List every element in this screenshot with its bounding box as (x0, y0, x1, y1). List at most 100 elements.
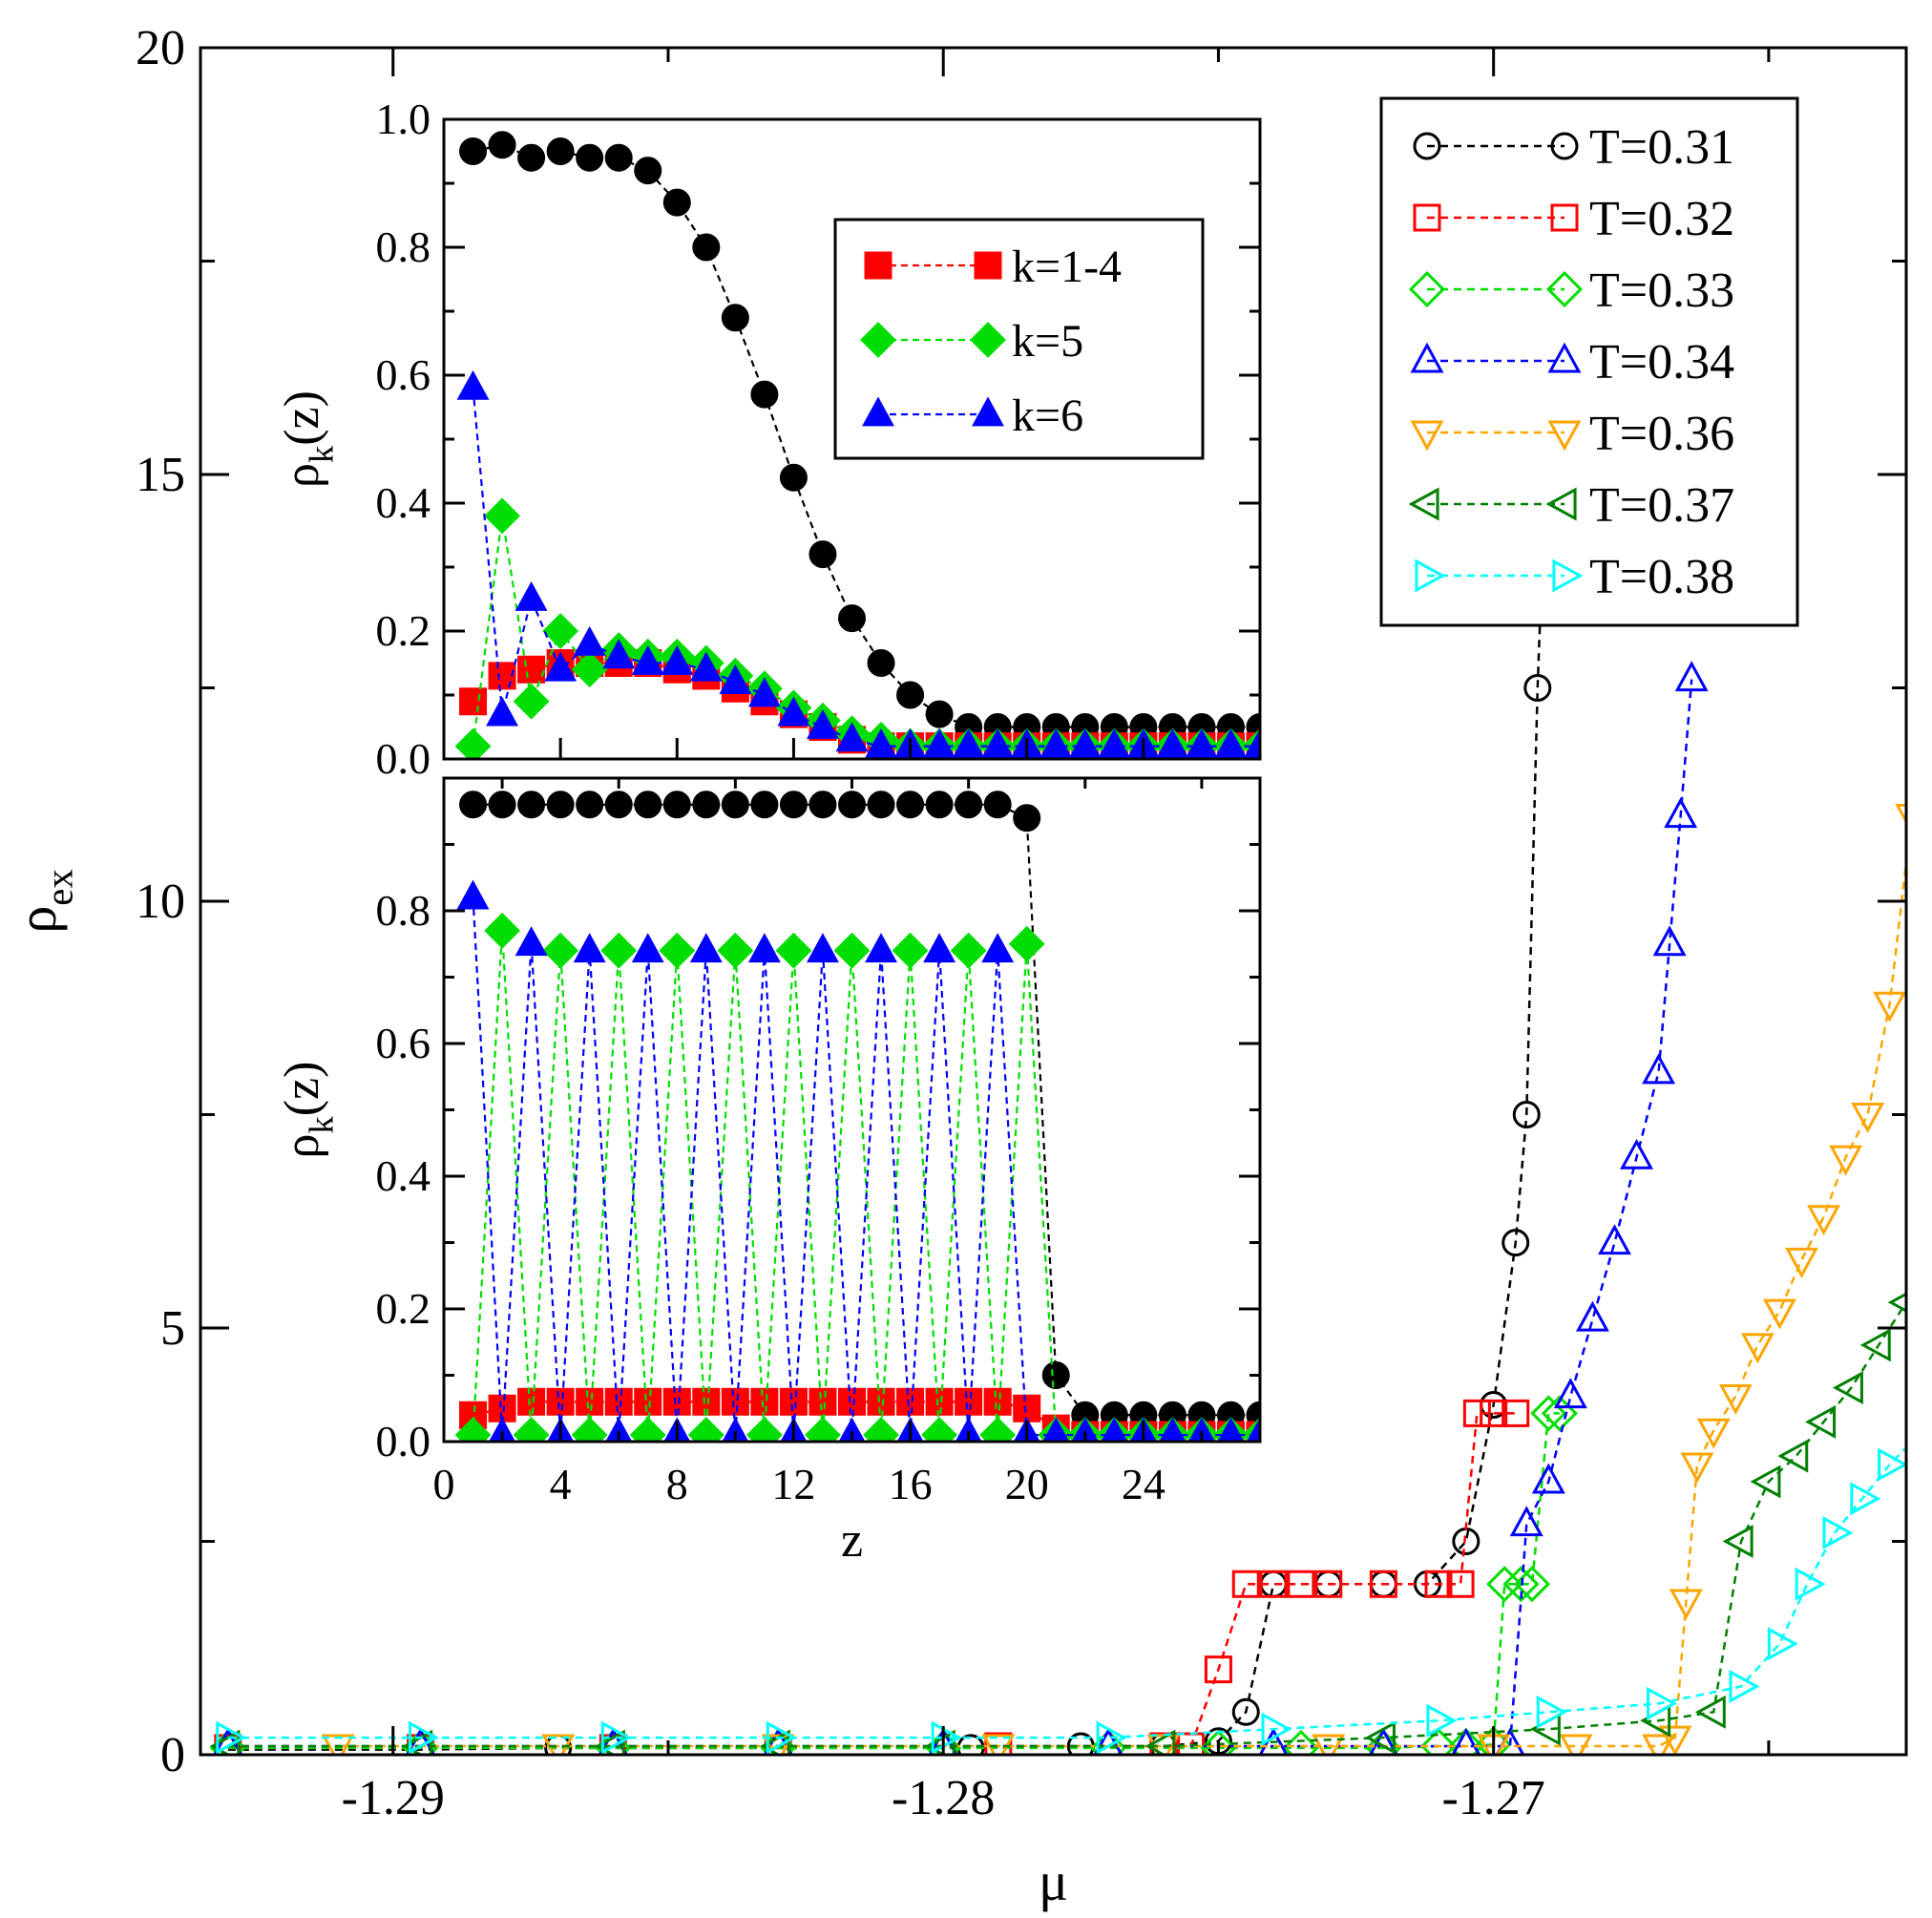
inset-bottom-point-0-9 (721, 790, 749, 819)
main-point-4-14 (1740, 1333, 1774, 1364)
inset-top-point-3-12 (807, 708, 839, 739)
inset-bottom-point-2-12 (805, 1417, 841, 1442)
inset-bottom-point-2-15 (892, 932, 929, 969)
inset-top-series-line-2 (472, 516, 1260, 748)
inset-bottom-point-1-19 (1013, 1394, 1041, 1423)
inset-bottom-xtick-label-3: 12 (771, 1460, 815, 1508)
inset-top-series-line-0 (472, 143, 1260, 728)
main-point-5-17 (1919, 1237, 1932, 1266)
inset-bottom-point-2-14 (863, 1417, 899, 1442)
main-legend-marker-start-6 (1415, 559, 1446, 593)
inset-bottom-point-0-10 (750, 790, 779, 819)
main-y-axis-title-sub: ex (37, 869, 80, 905)
main-xtick-label-1: -1.28 (892, 1771, 995, 1825)
inset-bottom-point-2-18 (979, 1417, 1017, 1442)
main-legend-marker-end-4 (1547, 420, 1582, 452)
main-legend-marker-end-5 (1545, 487, 1577, 521)
inset-bottom-point-3-14 (865, 933, 897, 963)
inset-top-ytick-label-4: 0.8 (376, 222, 431, 271)
inset-bottom-xtick-label-6: 24 (1122, 1460, 1166, 1508)
inset-bottom-point-1-10 (750, 1387, 779, 1416)
main-point-1-8 (1231, 1570, 1260, 1598)
main-point-3-19 (1674, 661, 1709, 692)
inset-top-point-2-2 (513, 683, 550, 720)
inset-bottom-y-axis-title-sub: k (303, 1115, 341, 1133)
inset-bottom-point-0-7 (662, 790, 691, 819)
main-point-1-4 (984, 1732, 1013, 1755)
inset-top-legend-marker-start-0 (864, 251, 892, 280)
main-point-3-12 (1553, 1378, 1587, 1409)
inset-bottom-series-line-0 (472, 803, 1260, 1417)
main-point-1-11 (1314, 1570, 1343, 1598)
inset-top-point-0-2 (517, 143, 546, 172)
main-point-4-17 (1807, 1205, 1841, 1236)
main-legend-marker-end-3 (1547, 342, 1582, 373)
main-point-4-1 (541, 1734, 576, 1755)
main-legend-label-1: T=0.32 (1589, 192, 1734, 246)
inset-bottom-point-1-5 (604, 1387, 633, 1416)
main-y-axis-title: ρex (6, 869, 80, 933)
main-point-4-7 (1559, 1734, 1593, 1755)
inset-top-series-3 (456, 369, 1260, 758)
main-point-0-15 (1502, 1229, 1530, 1257)
inset-bottom-point-0-17 (955, 790, 983, 819)
main-point-2-10 (1447, 1728, 1484, 1755)
inset-bottom-point-2-5 (600, 932, 638, 969)
inset-bottom-point-3-10 (747, 933, 781, 963)
inset-top-point-1-0 (459, 687, 488, 716)
inset-top-legend-marker-end-1 (970, 322, 1006, 358)
inset-bottom-y-axis-title-main: ρ (275, 1133, 329, 1158)
inset-top-y-axis-title: ρk(z) (275, 390, 341, 488)
inset-bottom-point-1-15 (896, 1387, 925, 1416)
main-point-2-6 (1200, 1729, 1237, 1755)
inset-top-point-0-15 (896, 681, 925, 709)
inset-bottom-xtick-label-5: 20 (1005, 1460, 1049, 1508)
inset-bottom-point-3-1 (489, 1417, 516, 1442)
inset-top-point-3-10 (747, 677, 781, 707)
inset-top-point-3-4 (573, 625, 606, 656)
main-ytick-label-2: 10 (136, 875, 185, 929)
inset-bottom-xtick-label-2: 8 (666, 1460, 688, 1508)
inset-top-ytick-label-5: 1.0 (376, 95, 431, 143)
inset-bottom-point-0-8 (692, 790, 721, 819)
main-point-6-11 (1767, 1627, 1798, 1661)
main-point-3-18 (1664, 797, 1698, 829)
main-point-4-5 (1312, 1734, 1346, 1755)
main-point-6-1 (409, 1720, 439, 1755)
main-legend: T=0.31 T=0.32 T=0.33 T=0.34 T=0.36 T=0.37 T=0.… (1379, 96, 1799, 627)
inset-bottom-point-3-9 (722, 1417, 749, 1442)
inset-bottom-point-1-2 (517, 1387, 546, 1416)
inset-bottom-point-3-27 (1247, 1417, 1260, 1442)
main-legend-box (1379, 96, 1799, 627)
inset-top-point-1-1 (488, 662, 516, 690)
inset-bottom-point-0-1 (488, 790, 516, 819)
inset-bottom-plot-area (444, 778, 1260, 1442)
inset-bottom-point-0-20 (1041, 1361, 1070, 1389)
main-point-5-16 (1887, 1292, 1906, 1313)
main-point-4-21 (1895, 804, 1906, 825)
inset-bottom-point-1-8 (692, 1387, 721, 1416)
inset-bottom-point-3-2 (514, 926, 548, 957)
main-legend-marker-start-3 (1410, 342, 1444, 373)
inset-bottom-point-2-8 (687, 1417, 724, 1442)
main-point-6-7 (1426, 1703, 1458, 1738)
inset-bottom-xtick-label-0: 0 (433, 1460, 455, 1508)
main-point-4-19 (1851, 1102, 1885, 1133)
inset-bottom-point-2-11 (775, 932, 812, 969)
inset-bottom-point-1-0 (459, 1401, 488, 1429)
inset-bottom-ytick-label-2: 0.4 (376, 1151, 431, 1200)
inset-bottom-point-0-4 (576, 790, 604, 819)
inset-bottom-point-0-0 (459, 790, 488, 819)
inset-bottom-point-2-0 (454, 1417, 492, 1442)
inset-bottom-point-2-9 (717, 932, 754, 969)
main-point-3-6 (1258, 1727, 1289, 1755)
main-point-3-10 (1509, 1506, 1544, 1537)
inset-top-legend-marker-start-1 (860, 322, 896, 358)
inset-bottom-point-3-17 (955, 1417, 982, 1442)
inset-bottom-point-2-17 (950, 932, 987, 969)
inset-top-point-0-10 (750, 380, 779, 409)
inset-top-point-0-9 (721, 304, 749, 332)
main-ytick-label-1: 5 (160, 1301, 185, 1356)
inset-bottom-ytick-label-3: 0.6 (376, 1019, 431, 1067)
